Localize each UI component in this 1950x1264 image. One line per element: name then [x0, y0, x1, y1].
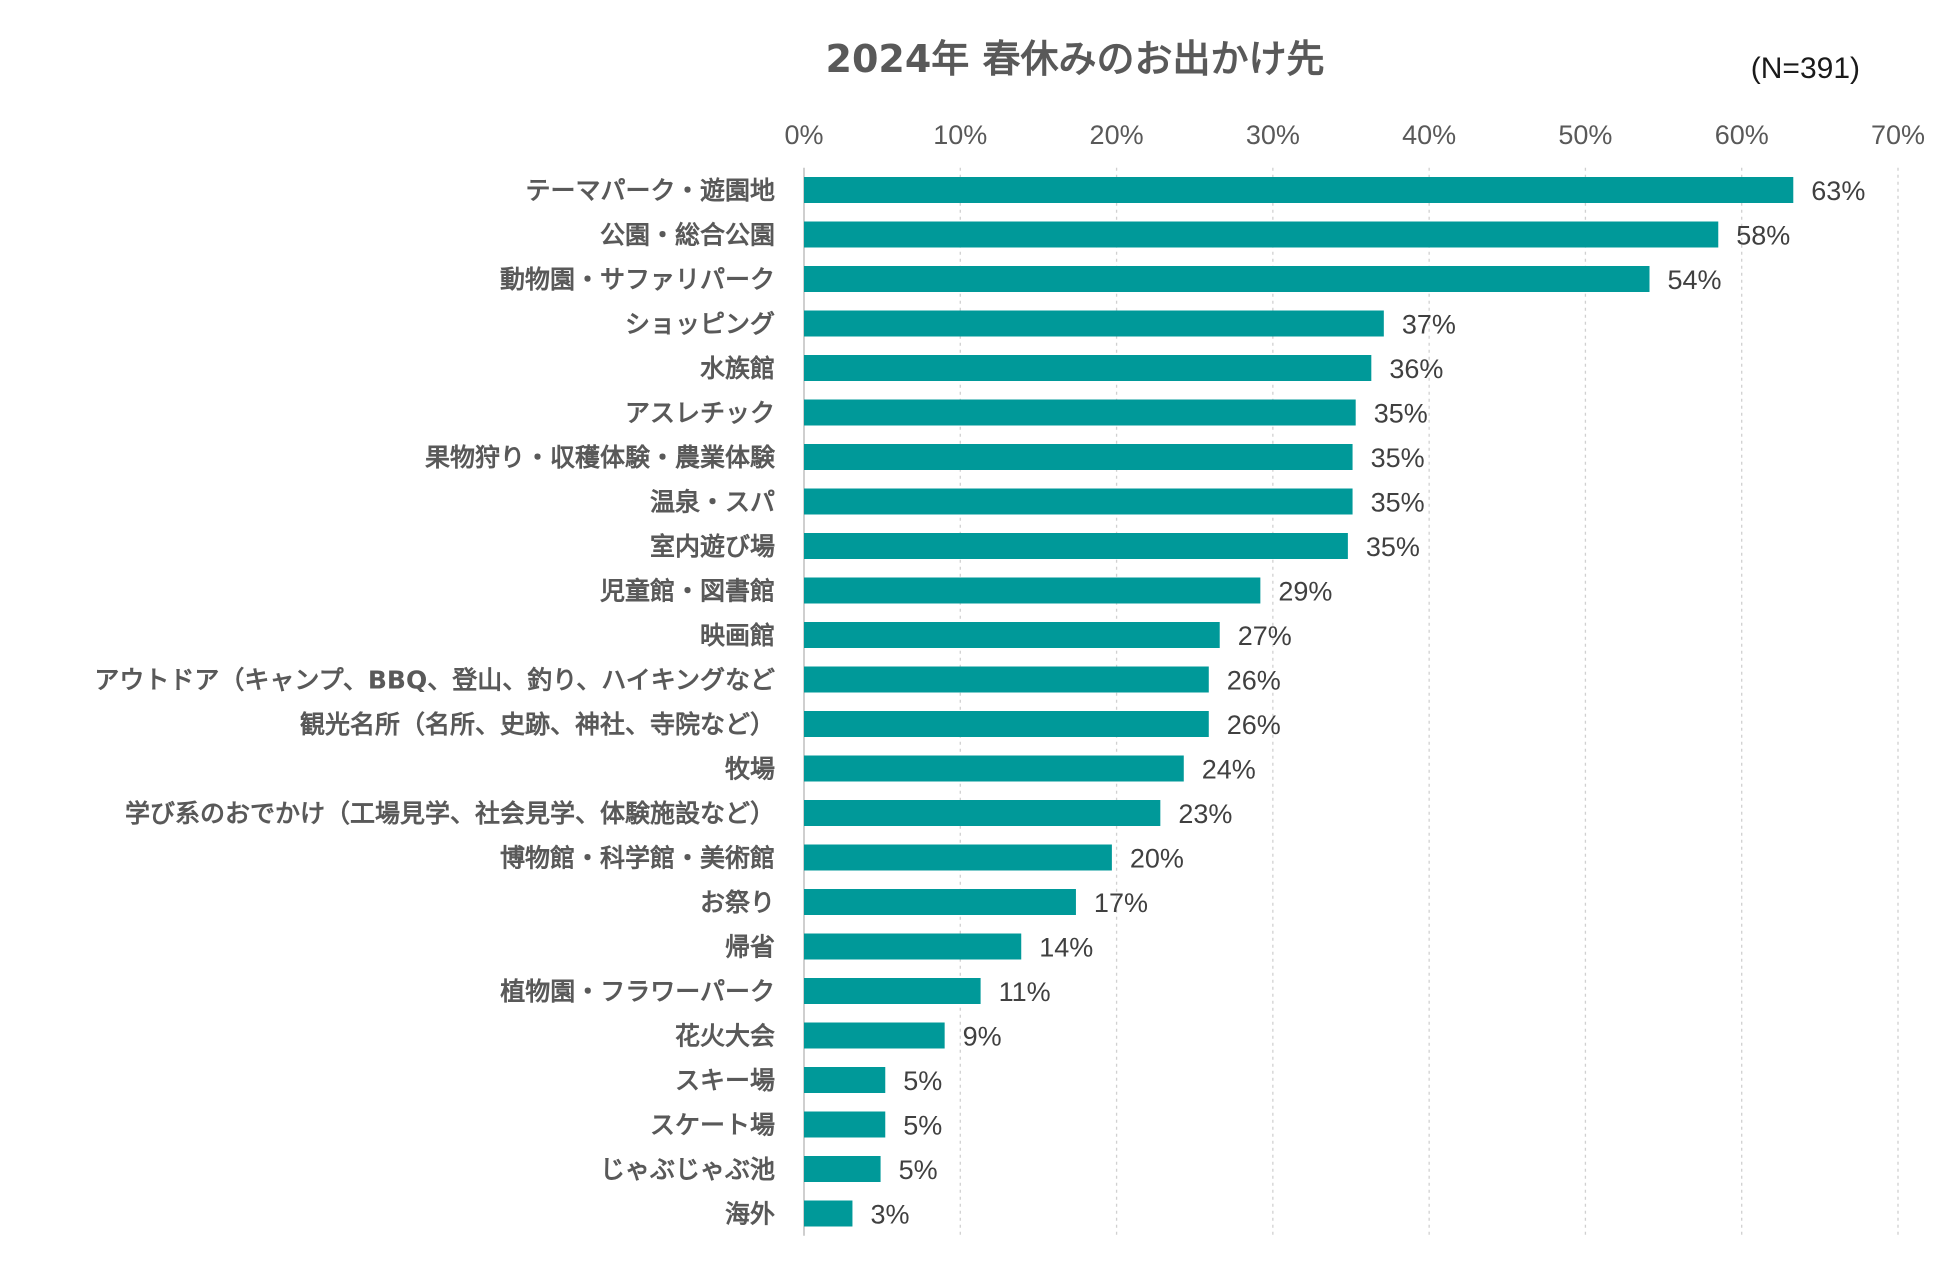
category-label-13: 牧場	[725, 755, 775, 784]
data-label-23: 3%	[870, 1200, 909, 1230]
x-tick-label-20: 20%	[1090, 120, 1144, 150]
category-label-8: 室内遊び場	[650, 532, 775, 561]
data-label-3: 37%	[1402, 310, 1456, 340]
bar-19	[804, 1022, 945, 1049]
data-label-0: 63%	[1811, 176, 1865, 206]
category-label-11: アウトドア（キャンプ、BBQ、登山、釣り、ハイキングなど	[94, 666, 775, 695]
category-label-16: お祭り	[700, 888, 775, 917]
category-label-19: 花火大会	[675, 1022, 775, 1051]
category-label-20: スキー場	[675, 1066, 775, 1095]
gridlines	[803, 167, 1899, 1236]
category-label-1: 公園・総合公園	[600, 221, 775, 250]
data-label-7: 35%	[1371, 488, 1425, 518]
x-tick-label-60: 60%	[1715, 120, 1769, 150]
bar-12	[804, 711, 1209, 737]
category-label-15: 博物館・科学館・美術館	[500, 844, 775, 873]
data-label-5: 35%	[1374, 399, 1428, 429]
category-label-5: アスレチック	[625, 399, 775, 428]
category-label-18: 植物園・フラワーパーク	[500, 977, 775, 1006]
bar-22	[804, 1156, 881, 1182]
sample-size-note: (N=391)	[1751, 52, 1860, 85]
x-tick-label-70: 70%	[1871, 120, 1925, 150]
bar-20	[804, 1067, 886, 1093]
bar-1	[804, 221, 1719, 248]
chart-title: 2024年 春休みのお出かけ先	[826, 37, 1325, 81]
bar-7	[804, 488, 1353, 515]
data-label-14: 23%	[1178, 799, 1232, 829]
category-label-10: 映画館	[700, 621, 775, 650]
bar-23	[804, 1200, 853, 1227]
category-label-22: じゃぶじゃぶ池	[600, 1155, 775, 1184]
bar-13	[804, 755, 1184, 782]
bar-9	[804, 577, 1261, 604]
category-label-6: 果物狩り・収穫体験・農業体験	[425, 443, 776, 472]
bars	[804, 177, 1794, 1227]
data-labels: 63% 58% 54% 37% 36% 35% 35% 35% 35% 29% 27% 26% 26% 2…	[870, 176, 1865, 1230]
data-label-6: 35%	[1371, 443, 1425, 473]
bar-18	[804, 978, 981, 1004]
category-label-23: 海外	[725, 1200, 775, 1229]
bar-3	[804, 310, 1384, 337]
data-label-1: 58%	[1736, 221, 1790, 251]
category-label-0: テーマパーク・遊園地	[525, 176, 775, 205]
bar-17	[804, 933, 1022, 960]
data-label-11: 26%	[1227, 666, 1281, 696]
bar-14	[804, 800, 1161, 826]
category-label-12: 観光名所（名所、史跡、神社、寺院など）	[300, 710, 775, 739]
bar-5	[804, 399, 1356, 426]
data-label-9: 29%	[1278, 577, 1332, 607]
data-label-16: 17%	[1094, 888, 1148, 918]
bar-6	[804, 444, 1353, 470]
bar-0	[804, 177, 1794, 203]
data-label-21: 5%	[903, 1111, 942, 1141]
x-tick-label-10: 10%	[933, 120, 987, 150]
bar-11	[804, 666, 1209, 693]
data-label-19: 9%	[963, 1022, 1002, 1052]
data-label-17: 14%	[1039, 933, 1093, 963]
category-label-2: 動物園・サファリパーク	[500, 265, 775, 294]
x-tick-label-40: 40%	[1402, 120, 1456, 150]
bar-8	[804, 533, 1348, 559]
x-tick-label-0: 0%	[784, 120, 823, 150]
data-label-8: 35%	[1366, 532, 1420, 562]
category-label-7: 温泉・スパ	[650, 488, 775, 517]
bar-21	[804, 1111, 886, 1138]
category-label-17: 帰省	[725, 933, 775, 962]
bar-2	[804, 266, 1650, 292]
x-axis-ticks: 0% 10% 20% 30% 40% 50% 60% 70%	[784, 120, 1925, 150]
x-tick-label-30: 30%	[1246, 120, 1300, 150]
bar-16	[804, 889, 1076, 915]
category-label-4: 水族館	[700, 354, 775, 383]
data-label-13: 24%	[1202, 755, 1256, 785]
data-label-2: 54%	[1668, 265, 1722, 295]
category-label-3: ショッピング	[625, 310, 775, 339]
data-label-20: 5%	[903, 1066, 942, 1096]
data-label-18: 11%	[999, 977, 1051, 1007]
data-label-4: 36%	[1389, 354, 1443, 384]
data-label-10: 27%	[1238, 621, 1292, 651]
bar-10	[804, 622, 1220, 648]
data-label-12: 26%	[1227, 710, 1281, 740]
data-label-22: 5%	[899, 1155, 938, 1185]
category-label-21: スケート場	[650, 1111, 775, 1140]
category-label-9: 児童館・図書館	[600, 577, 775, 606]
data-label-15: 20%	[1130, 844, 1184, 874]
category-label-14: 学び系のおでかけ（工場見学、社会見学、体験施設など）	[125, 799, 775, 828]
bar-15	[804, 844, 1112, 871]
bar-4	[804, 355, 1372, 381]
category-labels: テーマパーク・遊園地公園・総合公園動物園・サファリパークショッピング水族館アスレ…	[94, 176, 776, 1229]
x-tick-label-50: 50%	[1558, 120, 1612, 150]
